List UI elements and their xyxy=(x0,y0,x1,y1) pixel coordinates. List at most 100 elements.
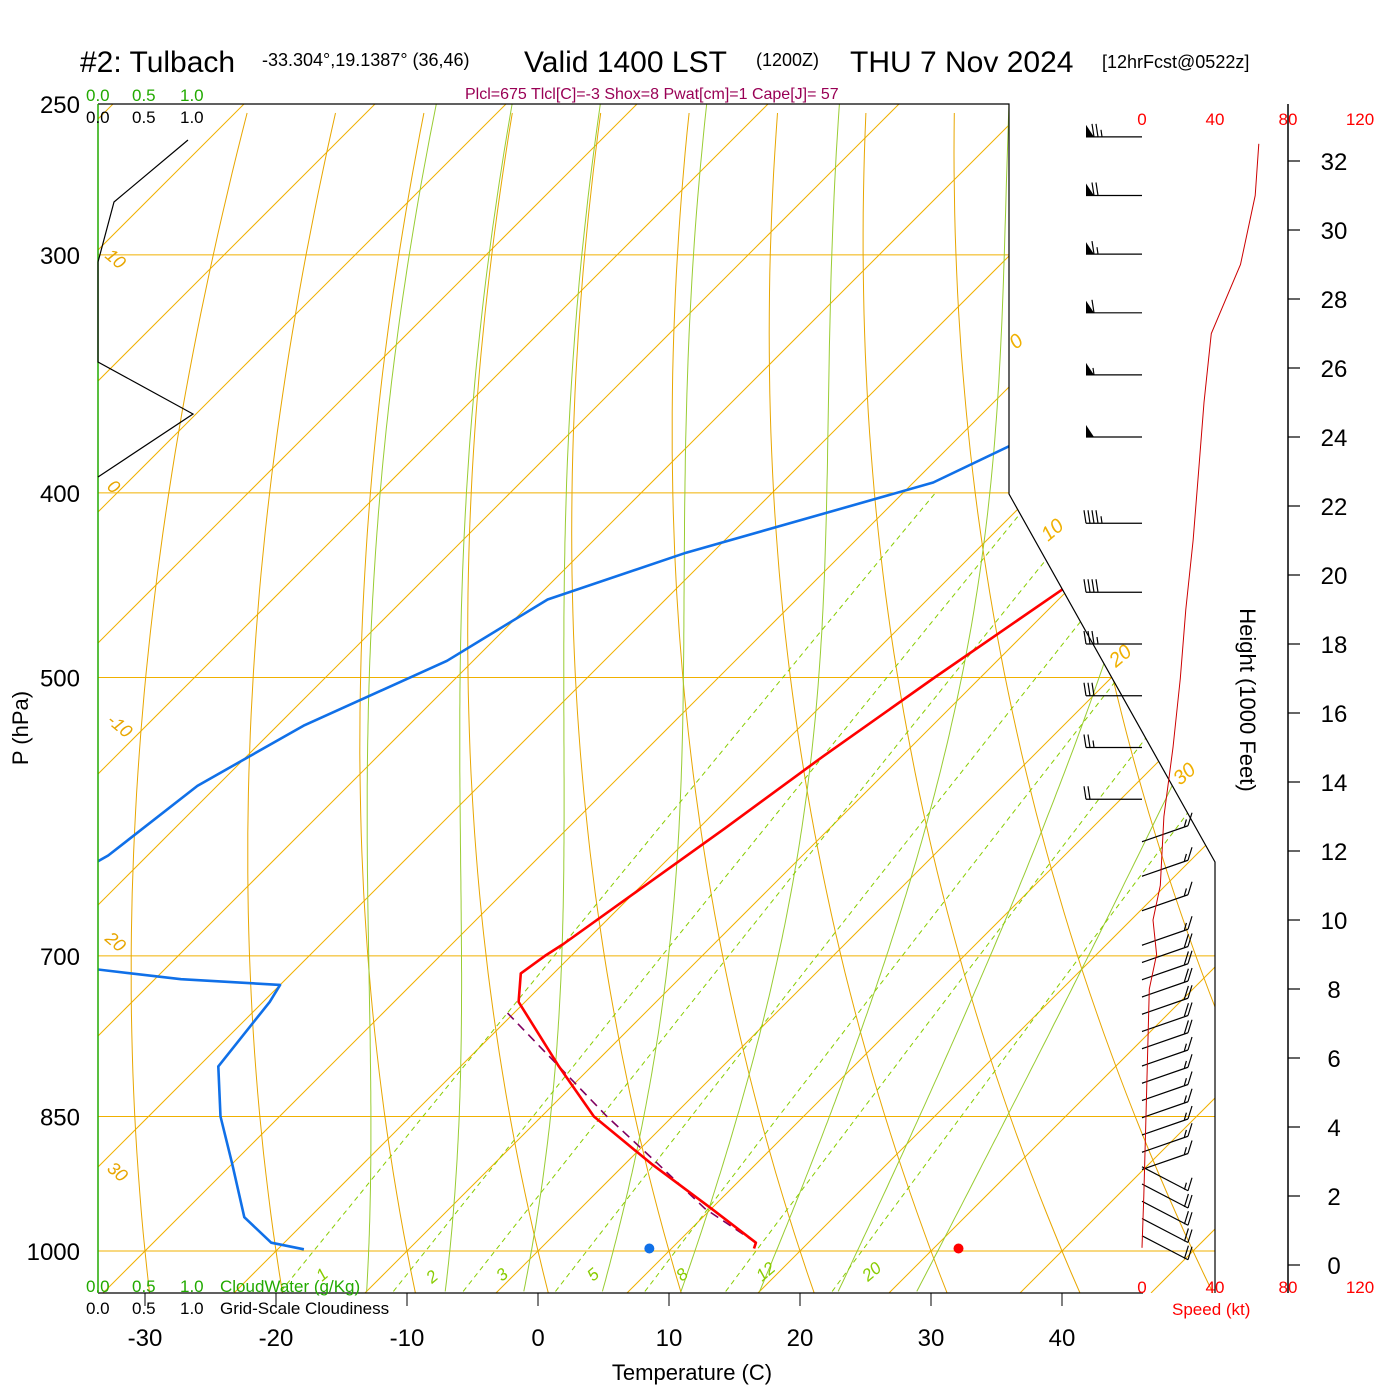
station-coords: -33.304°,19.1387° (36,46) xyxy=(262,50,470,70)
isotherm-label: -10 xyxy=(103,710,136,742)
dry-adiabat xyxy=(130,112,248,1293)
mixing-ratio-label: 2 xyxy=(422,1266,443,1288)
mixing-ratio-label: 20 xyxy=(858,1258,886,1286)
cloudiness-tick: 1.0 xyxy=(180,108,204,127)
x-tick-label: -20 xyxy=(259,1325,294,1352)
height-tick-label: 22 xyxy=(1321,494,1348,521)
speed-tick: 40 xyxy=(1206,110,1225,129)
isotherm xyxy=(98,104,900,1293)
y-axis-label: P (hPa) xyxy=(8,691,33,765)
isotherm xyxy=(888,104,1215,1293)
mixing-ratio-line xyxy=(725,492,1215,1292)
speed-label: Speed (kt) xyxy=(1172,1300,1250,1319)
height-tick-label: 2 xyxy=(1327,1184,1340,1211)
height-tick-label: 24 xyxy=(1321,425,1348,452)
cloud-water-tick: 1.0 xyxy=(180,86,204,105)
x-tick-label: 30 xyxy=(918,1325,945,1352)
isotherm xyxy=(1150,104,1215,1293)
mixing-ratio-line xyxy=(462,492,1101,1292)
mixing-ratio-label: 5 xyxy=(583,1264,603,1285)
mixing-ratio-line xyxy=(644,492,1215,1292)
mixing-ratio-label: 3 xyxy=(492,1264,512,1285)
height-tick-label: 20 xyxy=(1321,563,1348,590)
wind-barb xyxy=(1086,123,1142,138)
height-tick-label: 14 xyxy=(1321,770,1348,797)
isotherm xyxy=(98,104,769,1293)
dry-adiabat xyxy=(768,112,948,1293)
height-tick-label: 30 xyxy=(1321,218,1348,245)
isotherm-label: 20 xyxy=(101,927,130,956)
cloudiness-trace xyxy=(97,139,195,478)
mixing-ratio-line xyxy=(393,492,1038,1292)
dry-adiabat xyxy=(247,112,336,1293)
sounding-params: Plcl=675 Tlcl[C]=-3 Shox=8 Pwat[cm]=1 Ca… xyxy=(465,86,839,103)
isotherm-label: 10 xyxy=(1037,515,1068,546)
speed-tick: 80 xyxy=(1279,1278,1298,1297)
parcel-trace xyxy=(506,1012,757,1244)
dry-adiabat xyxy=(953,112,1214,1293)
temperature-trace xyxy=(517,151,1215,1249)
cloud-water-tick: 0.0 xyxy=(86,1277,110,1296)
cloud-scale-top: 0.0 0.5 1.0 0.0 0.5 1.0 xyxy=(86,86,204,127)
moist-adiabat xyxy=(916,104,1215,1292)
moist-adiabat xyxy=(366,104,437,1292)
speed-tick: 40 xyxy=(1206,1278,1225,1297)
moist-adiabat xyxy=(523,104,601,1292)
wind-barb xyxy=(1141,1019,1193,1050)
wind-barb xyxy=(1141,933,1193,964)
valid-time: Valid 1400 LST xyxy=(524,46,727,79)
isotherm xyxy=(98,104,376,1293)
cloud-water-tick: 0.5 xyxy=(132,86,156,105)
wind-barb xyxy=(1083,734,1142,749)
cloudiness-tick: 0.5 xyxy=(132,1299,156,1318)
mixing-ratio-line xyxy=(831,492,1215,1292)
x-tick-label: -30 xyxy=(128,1325,163,1352)
dry-adiabat xyxy=(862,112,1081,1293)
wind-barb xyxy=(1083,786,1142,800)
isotherm xyxy=(1019,104,1215,1293)
wind-barb xyxy=(1083,510,1142,524)
dry-adiabat xyxy=(671,112,815,1293)
isotherm xyxy=(98,104,1031,1293)
pressure-tick: 700 xyxy=(40,944,80,971)
height-axis-label: Height (1000 Feet) xyxy=(1235,608,1260,791)
height-tick-label: 26 xyxy=(1321,356,1348,383)
pressure-tick: 850 xyxy=(40,1105,80,1132)
cloudiness-label: Grid-Scale Cloudiness xyxy=(220,1299,389,1318)
moist-adiabat xyxy=(837,104,1215,1292)
speed-tick: 120 xyxy=(1346,1278,1374,1297)
pressure-tick: 1000 xyxy=(27,1239,80,1266)
height-tick-label: 12 xyxy=(1321,839,1348,866)
height-tick-label: 6 xyxy=(1327,1046,1340,1073)
plot-frame xyxy=(98,103,1216,1293)
sounding-traces xyxy=(98,135,1215,1254)
wind-barb xyxy=(1141,1088,1193,1119)
speed-scale-top: 0 40 80 120 xyxy=(1137,110,1374,129)
x-tick-label: 20 xyxy=(787,1325,814,1352)
height-tick-label: 28 xyxy=(1321,287,1348,314)
dry-adiabat xyxy=(467,112,549,1293)
isotherm-label: 0 xyxy=(103,476,124,498)
pressure-tick: 250 xyxy=(40,92,80,119)
zulu-time: (1200Z) xyxy=(756,50,819,70)
wind-barb xyxy=(1086,425,1142,438)
speed-tick: 80 xyxy=(1279,110,1298,129)
wind-barb xyxy=(1141,1183,1193,1209)
x-axis-label: Temperature (C) xyxy=(612,1360,772,1385)
dewpoint-trace xyxy=(98,135,1215,1251)
wind-barb xyxy=(1141,1071,1193,1102)
wind-barb xyxy=(1083,682,1142,697)
pressure-tick: 400 xyxy=(40,481,80,508)
isotherm xyxy=(495,104,1215,1293)
isotherm xyxy=(98,104,1162,1293)
dry-adiabat xyxy=(571,112,682,1293)
wind-barb xyxy=(1141,985,1193,1015)
wind-barb xyxy=(1086,241,1142,255)
wind-barb xyxy=(1141,847,1193,877)
mixing-ratio-label: 12 xyxy=(752,1258,779,1285)
wind-barb xyxy=(1141,1166,1193,1192)
surface-temperature-marker xyxy=(953,1243,964,1254)
